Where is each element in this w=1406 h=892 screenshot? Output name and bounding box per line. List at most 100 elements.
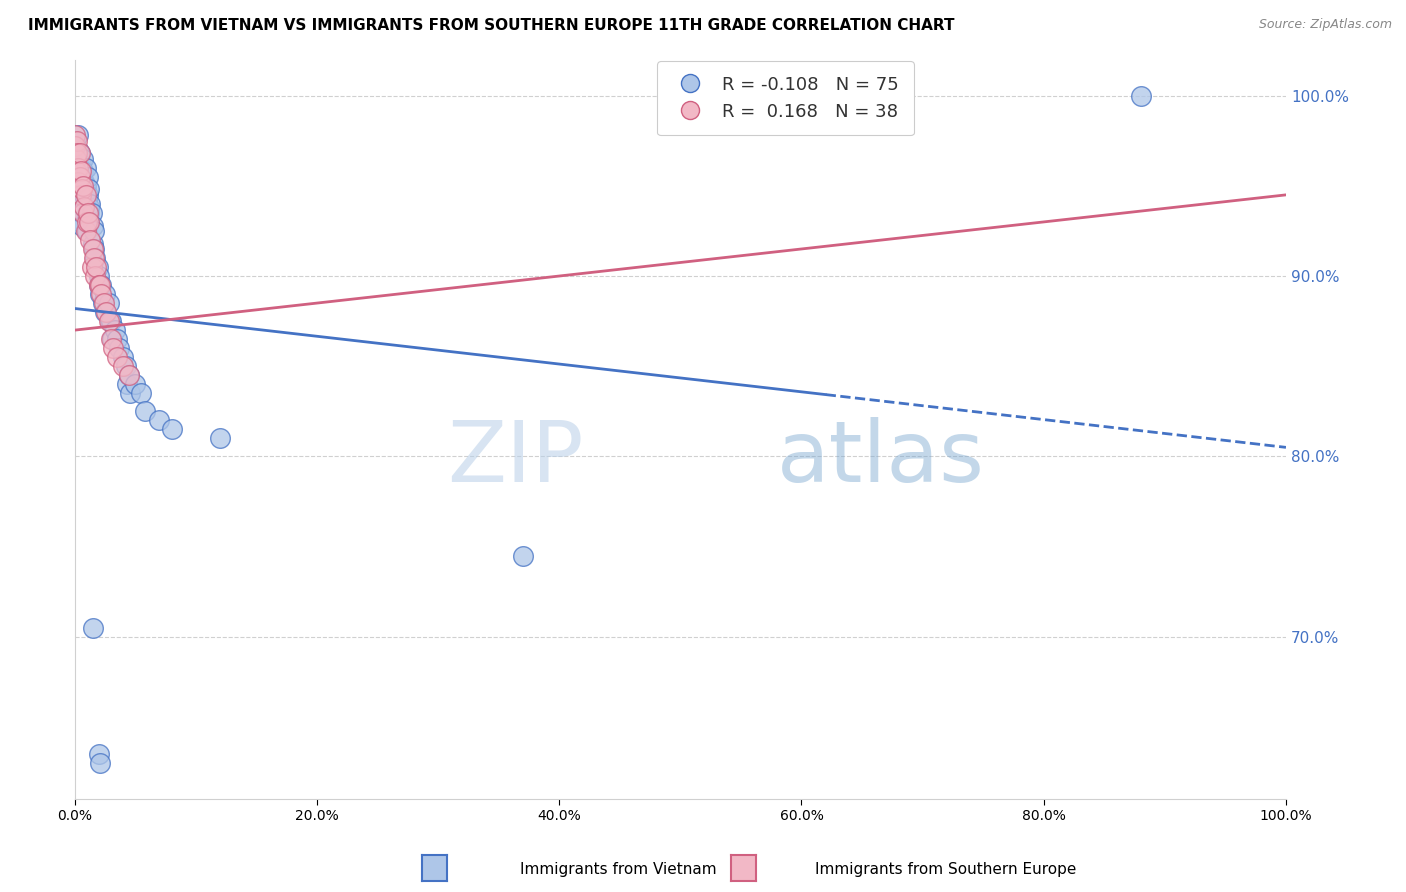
Point — [76, 194, 98, 208]
Point — [87, 747, 110, 761]
Point — [115, 377, 138, 392]
Text: atlas: atlas — [778, 417, 986, 500]
Point — [91, 296, 114, 310]
Point — [82, 236, 104, 251]
Point — [83, 251, 105, 265]
Point — [79, 233, 101, 247]
Point — [67, 152, 90, 166]
Point — [112, 350, 135, 364]
Point — [77, 169, 100, 184]
Point — [77, 182, 100, 196]
Point — [97, 314, 120, 328]
Point — [80, 206, 103, 220]
Point — [76, 215, 98, 229]
Point — [70, 206, 93, 220]
Point — [108, 341, 131, 355]
Point — [77, 215, 100, 229]
Point — [100, 332, 122, 346]
Point — [118, 368, 141, 383]
Point — [94, 305, 117, 319]
Point — [77, 206, 100, 220]
Point — [66, 146, 89, 161]
Point — [75, 161, 97, 175]
Point — [63, 139, 86, 153]
Point — [63, 134, 86, 148]
Point — [75, 178, 97, 193]
Point — [120, 386, 142, 401]
Point — [77, 206, 100, 220]
Text: Source: ZipAtlas.com: Source: ZipAtlas.com — [1258, 18, 1392, 31]
Point — [148, 413, 170, 427]
Point — [82, 219, 104, 233]
Point — [67, 169, 90, 184]
Point — [76, 206, 98, 220]
Point — [100, 314, 122, 328]
Point — [90, 278, 112, 293]
Point — [73, 187, 96, 202]
Text: Immigrants from Southern Europe: Immigrants from Southern Europe — [815, 863, 1077, 877]
Point — [67, 178, 90, 193]
Point — [208, 431, 231, 445]
Point — [77, 187, 100, 202]
Point — [83, 242, 105, 256]
Point — [129, 386, 152, 401]
Point — [93, 296, 115, 310]
Point — [67, 161, 90, 175]
Point — [69, 182, 91, 196]
Point — [75, 224, 97, 238]
Point — [65, 164, 87, 178]
Text: Immigrants from Vietnam: Immigrants from Vietnam — [520, 863, 717, 877]
Point — [77, 201, 100, 215]
Point — [101, 332, 124, 346]
Point — [70, 219, 93, 233]
Point — [114, 359, 136, 374]
Point — [69, 169, 91, 184]
Point — [86, 260, 108, 274]
Point — [87, 278, 110, 293]
Text: ZIP: ZIP — [447, 417, 583, 500]
Point — [72, 206, 94, 220]
Point — [118, 368, 141, 383]
Point — [104, 323, 127, 337]
Point — [512, 549, 534, 563]
Point — [72, 152, 94, 166]
Point — [73, 175, 96, 189]
Point — [63, 128, 86, 143]
Point — [66, 134, 89, 148]
Point — [67, 187, 90, 202]
Point — [94, 287, 117, 301]
Point — [105, 332, 128, 346]
Point — [76, 224, 98, 238]
Point — [160, 422, 183, 436]
Point — [63, 157, 86, 171]
Point — [79, 197, 101, 211]
Point — [67, 161, 90, 175]
Point — [69, 201, 91, 215]
Point — [65, 152, 87, 166]
Point — [83, 224, 105, 238]
Point — [70, 197, 93, 211]
Point — [80, 260, 103, 274]
Point — [82, 242, 104, 256]
Point — [75, 187, 97, 202]
Point — [97, 296, 120, 310]
Point — [67, 175, 90, 189]
Point — [90, 287, 112, 301]
Point — [67, 143, 90, 157]
Text: IMMIGRANTS FROM VIETNAM VS IMMIGRANTS FROM SOUTHERN EUROPE 11TH GRADE CORRELATIO: IMMIGRANTS FROM VIETNAM VS IMMIGRANTS FR… — [28, 18, 955, 33]
Point — [89, 756, 111, 770]
Point — [69, 187, 91, 202]
Point — [69, 146, 91, 161]
Point — [73, 201, 96, 215]
Point — [70, 182, 93, 196]
Point — [84, 251, 107, 265]
Point — [84, 268, 107, 283]
Point — [86, 260, 108, 274]
Point — [69, 215, 91, 229]
Point — [87, 278, 110, 293]
Point — [87, 268, 110, 283]
Point — [96, 305, 118, 319]
Point — [69, 146, 91, 161]
Point — [134, 404, 156, 418]
Point — [63, 164, 86, 178]
